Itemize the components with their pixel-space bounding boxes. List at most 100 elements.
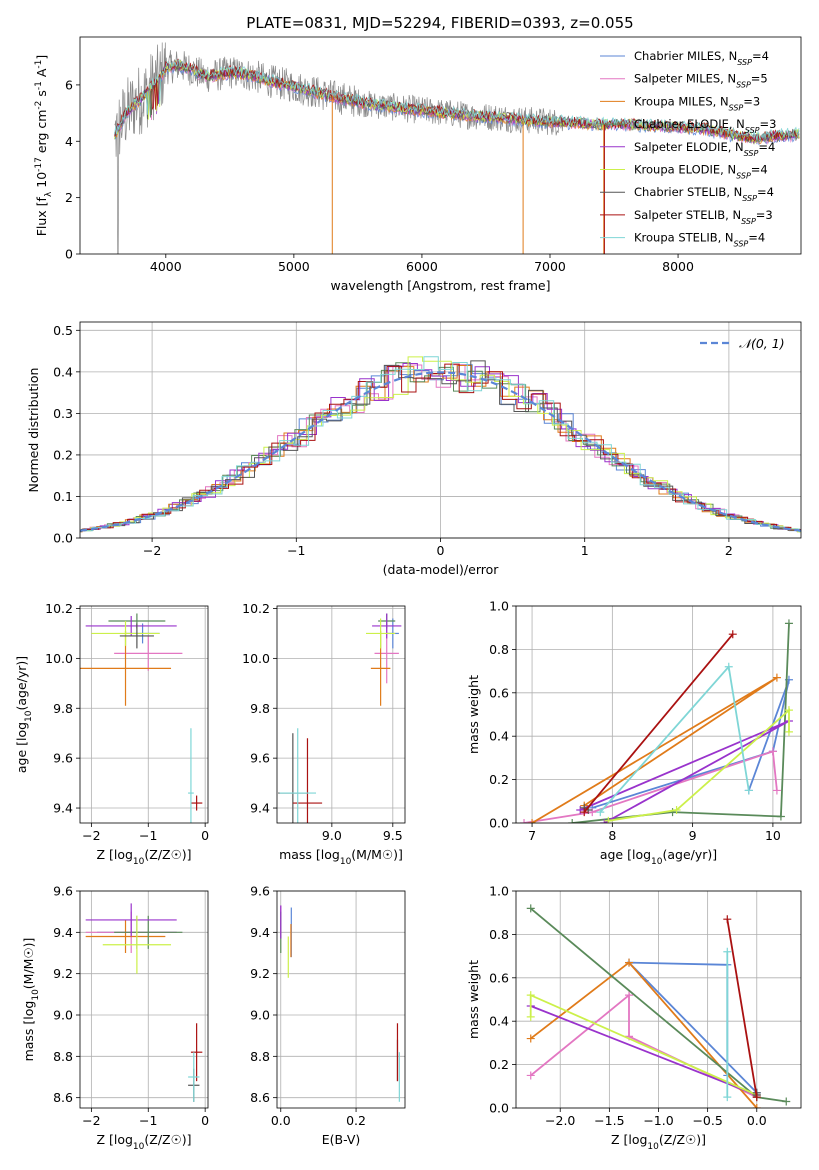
mass-weight-marker xyxy=(784,727,793,736)
mass-weight-marker xyxy=(600,819,609,823)
residuals-x-axis-label: (data-model)/error xyxy=(383,562,500,577)
mass_vs_ebv-y-tick-label: 8.8 xyxy=(250,1049,270,1064)
mass-weight-line xyxy=(608,708,790,822)
weight_vs_Z-x-axis-label: Z [log10(Z/Z☉)] xyxy=(611,1132,706,1152)
age_vs_mass-x-tick-label: 9.0 xyxy=(322,828,342,843)
age_vs_Z-frame xyxy=(79,605,209,824)
mass-weight-marker xyxy=(744,786,753,795)
legend-label: Chabrier MILES, NSSP=4 xyxy=(634,49,769,67)
mass-weight-marker xyxy=(604,816,613,823)
mass_vs_ebv-plot-area xyxy=(280,905,400,1102)
age_vs_mass-grid-layer xyxy=(277,606,405,823)
residual-histogram-line xyxy=(80,364,801,532)
mass-weight-marker xyxy=(520,819,529,823)
weight_vs_Z-x-tick-label: −0.5 xyxy=(692,1113,722,1128)
mass_vs_ebv-y-tick-label: 9.6 xyxy=(250,884,270,899)
legend-label: Salpeter ELODIE, NSSP=4 xyxy=(634,140,775,158)
age_vs_mass-frame xyxy=(276,605,406,824)
mass_vs_ebv-y-tick-label: 8.6 xyxy=(250,1090,270,1105)
mass-weight-marker xyxy=(723,947,732,956)
mass-weight-marker xyxy=(526,904,535,913)
weight_vs_Z-y-tick-label: 0.4 xyxy=(489,1014,509,1029)
legend-label: Kroupa STELIB, NSSP=4 xyxy=(634,231,765,249)
residuals-x-tick-label: −2 xyxy=(143,543,161,558)
residuals-y-tick-label: 0.2 xyxy=(53,447,73,462)
weight_vs_Z-frame xyxy=(515,890,802,1109)
weight_vs_Z-grid-layer xyxy=(516,890,801,1109)
mass_vs_Z-frame xyxy=(79,890,209,1109)
mass_vs_Z-x-tick-label: 0 xyxy=(201,1113,209,1128)
mass-weight-marker xyxy=(580,808,589,817)
mass-weight-marker xyxy=(752,1104,761,1108)
age_vs_Z-plot-area xyxy=(80,613,203,823)
mass-weight-marker xyxy=(625,958,634,967)
age-vs-metallicity-panel: −2 −1 0 9.4 9.6 9.8 10.0 10.2 Z [log10(Z/Z☉)] age… xyxy=(14,601,209,867)
mass-weight-line xyxy=(529,993,758,1096)
mass-weight-marker xyxy=(596,808,605,817)
mass-weight-marker xyxy=(528,819,537,823)
age_vs_mass-y-tick-label: 9.8 xyxy=(250,701,270,716)
figure-title: PLATE=0831, MJD=52294, FIBERID=0393, z=0… xyxy=(246,14,633,32)
weight_vs_age-y-tick-label: 0.8 xyxy=(489,642,509,657)
mass_vs_Z-x-tick-label: −1 xyxy=(139,1113,157,1128)
weight_vs_age-plot-area xyxy=(520,619,793,823)
weight_vs_Z-y-tick-label: 0.2 xyxy=(489,1057,509,1072)
legend-label: Salpeter MILES, NSSP=5 xyxy=(634,72,768,90)
residuals-panel: −2 −1 0 1 2 0.0 0.1 0.2 0.3 0.4 0.5 (data-model)/er… xyxy=(26,321,802,577)
mass-weight-marker xyxy=(724,662,733,671)
mass_vs_ebv-y-tick-label: 9.4 xyxy=(250,925,270,940)
spectrum-y-tick-label: 6 xyxy=(65,77,73,92)
weight_vs_Z-y-axis-label: mass weight xyxy=(466,960,481,1039)
weight_vs_Z-x-tick-label: −1.0 xyxy=(643,1113,673,1128)
age_vs_Z-x-tick-label: −2 xyxy=(82,828,100,843)
legend-label: Kroupa MILES, NSSP=3 xyxy=(634,94,760,112)
age_vs_mass-x-tick-label: 9.5 xyxy=(383,828,403,843)
mass_vs_Z-y-tick-label: 9.2 xyxy=(53,966,73,981)
model-spectrum-line xyxy=(114,58,800,142)
mass-weight-line xyxy=(726,919,758,1098)
weight_vs_Z-plot-area xyxy=(526,904,791,1108)
weight_vs_Z-y-tick-label: 0.0 xyxy=(489,1101,509,1116)
age_vs_mass-y-tick-label: 9.4 xyxy=(250,801,270,816)
legend-label: Salpeter STELIB, NSSP=3 xyxy=(634,208,773,226)
mass-weight-marker xyxy=(772,786,781,795)
weight_vs_age-x-tick-label: 9 xyxy=(689,828,697,843)
spectrum-y-tick-label: 2 xyxy=(65,190,73,205)
mass-weight-line xyxy=(599,664,750,813)
spectrum-y-tick-label: 4 xyxy=(65,134,73,149)
weight_vs_age-x-tick-label: 7 xyxy=(528,828,536,843)
mass-weight-marker xyxy=(625,991,634,1000)
mass-weight-marker xyxy=(576,805,585,814)
age_vs_Z-y-tick-label: 9.4 xyxy=(53,801,73,816)
age_vs_Z-y-tick-label: 9.8 xyxy=(53,701,73,716)
mass-weight-marker xyxy=(568,819,577,823)
spectrum-x-tick-label: 6000 xyxy=(406,259,438,274)
residuals-plot-area xyxy=(80,356,801,533)
weight_vs_age-x-tick-label: 10 xyxy=(765,828,781,843)
spectrum-x-tick-label: 4000 xyxy=(150,259,182,274)
spectrum-x-tick-label: 8000 xyxy=(662,259,694,274)
age_vs_mass-y-tick-label: 10.2 xyxy=(242,601,270,616)
mass_vs_ebv-y-tick-label: 9.2 xyxy=(250,966,270,981)
mass_vs_ebv-frame xyxy=(276,890,406,1109)
gaussian-legend-label: 𝒩(0, 1) xyxy=(739,336,785,351)
mass_vs_ebv-x-tick-label: 0.0 xyxy=(271,1113,291,1128)
weight-vs-metallicity-panel: −2.0 −1.5 −1.0 −0.5 0.0 0.0 0.2 0.4 0.6 0.8 1.0 Z [… xyxy=(466,884,802,1152)
mass-weight-marker xyxy=(784,619,793,628)
mass-weight-line xyxy=(523,750,778,823)
legend-label: Kroupa ELODIE, NSSP=4 xyxy=(634,163,768,181)
residuals-y-axis-label: Normed distribution xyxy=(26,368,41,493)
weight_vs_Z-x-tick-label: −1.5 xyxy=(594,1113,624,1128)
mass_vs_ebv-grid-layer xyxy=(277,890,405,1108)
residuals-y-tick-label: 0.3 xyxy=(53,406,73,421)
age_vs_Z-grid-layer xyxy=(80,606,208,823)
residuals-y-tick-label: 0.1 xyxy=(53,489,73,504)
legend-label: Chabrier ELODIE, NSSP=3 xyxy=(634,117,776,135)
mass_vs_ebv-x-tick-label: 0.2 xyxy=(346,1113,366,1128)
residuals-y-tick-label: 0.5 xyxy=(53,323,73,338)
mass-weight-line xyxy=(530,961,758,1108)
mass-weight-line xyxy=(530,1005,758,1096)
mass_vs_Z-plot-area xyxy=(85,903,203,1102)
mass_vs_Z-y-tick-label: 9.6 xyxy=(53,884,73,899)
